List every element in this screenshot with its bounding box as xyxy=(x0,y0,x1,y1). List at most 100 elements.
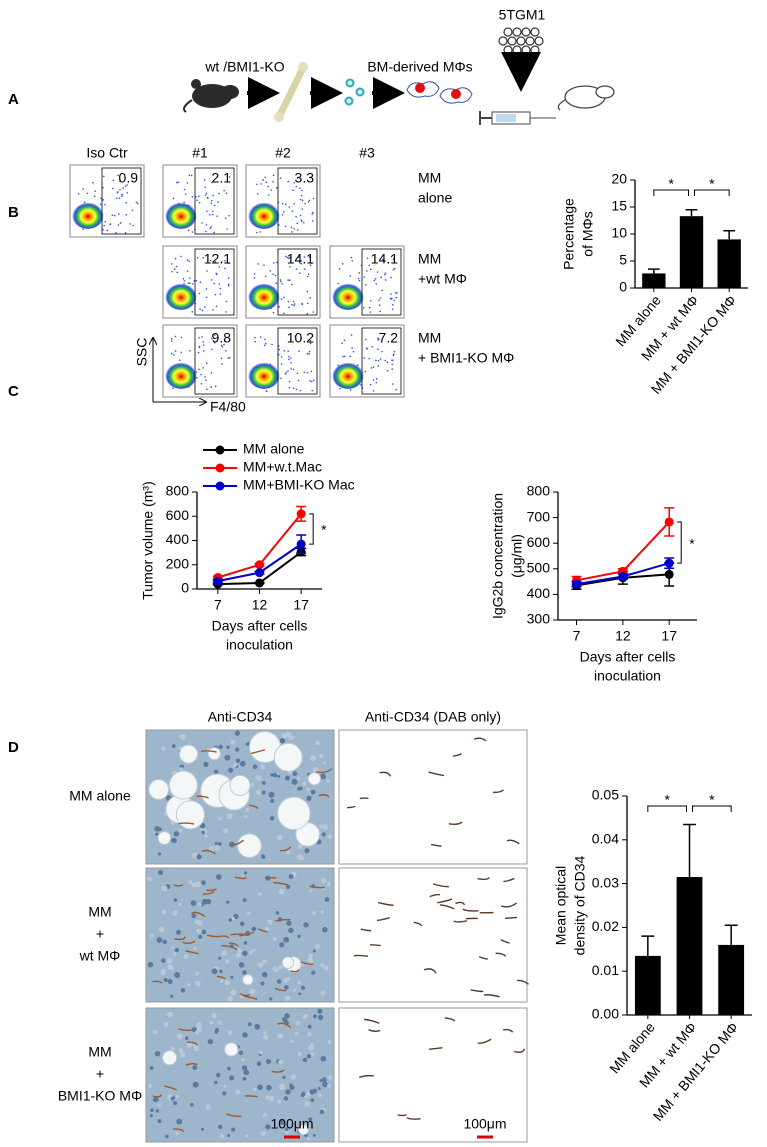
dot xyxy=(393,267,396,270)
nucleus xyxy=(251,990,255,994)
dot xyxy=(191,231,194,233)
cd34-stain xyxy=(228,942,239,947)
dot xyxy=(291,210,294,212)
fat-vacuole xyxy=(168,770,198,800)
dot xyxy=(210,202,213,205)
dot xyxy=(202,366,204,369)
cd34-stain xyxy=(207,934,219,938)
dot xyxy=(213,342,216,344)
nucleus xyxy=(172,910,178,916)
micrograph xyxy=(145,1007,335,1143)
dot xyxy=(184,193,187,196)
image-bg xyxy=(338,729,528,865)
nucleus xyxy=(327,883,331,887)
dot xyxy=(352,350,355,353)
nucleus xyxy=(278,965,283,970)
nucleus xyxy=(227,1030,233,1036)
density xyxy=(72,201,104,229)
nucleus xyxy=(284,1127,289,1131)
nucleus xyxy=(255,789,262,795)
dot xyxy=(218,266,221,268)
dot xyxy=(219,287,222,290)
nucleus xyxy=(161,958,166,963)
cd34-stain xyxy=(513,1048,525,1053)
nucleus xyxy=(265,1058,272,1065)
dot xyxy=(124,185,127,187)
density xyxy=(165,201,197,229)
cd34-stain xyxy=(244,1095,258,1098)
nucleus xyxy=(268,1095,275,1102)
dot xyxy=(378,304,381,307)
cd34-stain xyxy=(315,768,333,774)
dot xyxy=(272,273,275,275)
nucleus xyxy=(317,1093,323,1098)
x-tick-label: 12 xyxy=(615,628,631,644)
point xyxy=(296,509,306,519)
schematic: wt /BMI1-KO BM-derived MΦs 5TGM1 xyxy=(183,7,615,125)
significance-bracket xyxy=(694,189,730,196)
dot xyxy=(288,206,291,208)
cd34-stain xyxy=(300,961,314,966)
micrograph xyxy=(338,867,530,1003)
nucleus xyxy=(265,1124,271,1130)
nucleus xyxy=(227,1066,231,1071)
dot xyxy=(136,202,139,205)
dot xyxy=(390,255,393,258)
nucleus xyxy=(230,739,236,745)
dot xyxy=(293,304,295,307)
nucleus xyxy=(304,1101,310,1107)
dot xyxy=(382,258,384,261)
nucleus xyxy=(180,988,186,993)
dot xyxy=(119,222,122,224)
dot xyxy=(300,194,303,197)
significance-label: * xyxy=(321,522,327,538)
dot xyxy=(377,359,380,362)
flow-axes xyxy=(153,338,206,402)
cd34-stain xyxy=(347,805,356,809)
nucleus xyxy=(319,1109,325,1115)
nucleus xyxy=(158,1103,162,1107)
cd34-stain xyxy=(358,1074,374,1079)
nucleus xyxy=(308,953,313,958)
nucleus xyxy=(154,1051,161,1057)
dot xyxy=(289,357,292,359)
nucleus xyxy=(226,813,233,820)
cd34-stain xyxy=(423,968,437,974)
y-tick-label: 400 xyxy=(527,585,551,601)
x-tick-label: 12 xyxy=(252,597,268,613)
gate-value: 2.1 xyxy=(212,170,232,186)
x-axis-label: Days after cells xyxy=(580,649,676,665)
cd34-stain xyxy=(364,1018,380,1024)
cd34-stain xyxy=(185,1063,198,1066)
histology-row-label: + xyxy=(96,1066,104,1082)
dot xyxy=(257,263,260,265)
dot xyxy=(227,283,230,286)
dot xyxy=(228,356,231,359)
dot xyxy=(206,270,208,272)
point xyxy=(664,558,674,568)
nucleus xyxy=(292,988,296,992)
y-tick-label: 300 xyxy=(527,611,551,627)
nucleus xyxy=(219,979,224,983)
error-bar xyxy=(683,823,696,878)
nucleus xyxy=(198,934,203,939)
dot xyxy=(281,202,284,205)
nucleus xyxy=(310,1098,315,1102)
dot xyxy=(368,357,370,360)
y-tick-label: 500 xyxy=(527,560,551,576)
dot xyxy=(263,264,265,266)
dot xyxy=(221,345,224,348)
y-tick-label: 0.05 xyxy=(592,787,619,803)
cell-line-label: 5TGM1 xyxy=(499,7,546,23)
nucleus xyxy=(278,1059,284,1065)
dot xyxy=(288,386,291,389)
dot xyxy=(206,388,208,391)
dot xyxy=(205,224,208,226)
dot xyxy=(106,229,109,232)
dot xyxy=(212,194,214,197)
nucleus xyxy=(239,760,246,767)
nucleus xyxy=(150,1108,154,1112)
nucleus xyxy=(224,958,230,964)
dot xyxy=(203,350,205,352)
cd34-stain xyxy=(353,954,369,958)
